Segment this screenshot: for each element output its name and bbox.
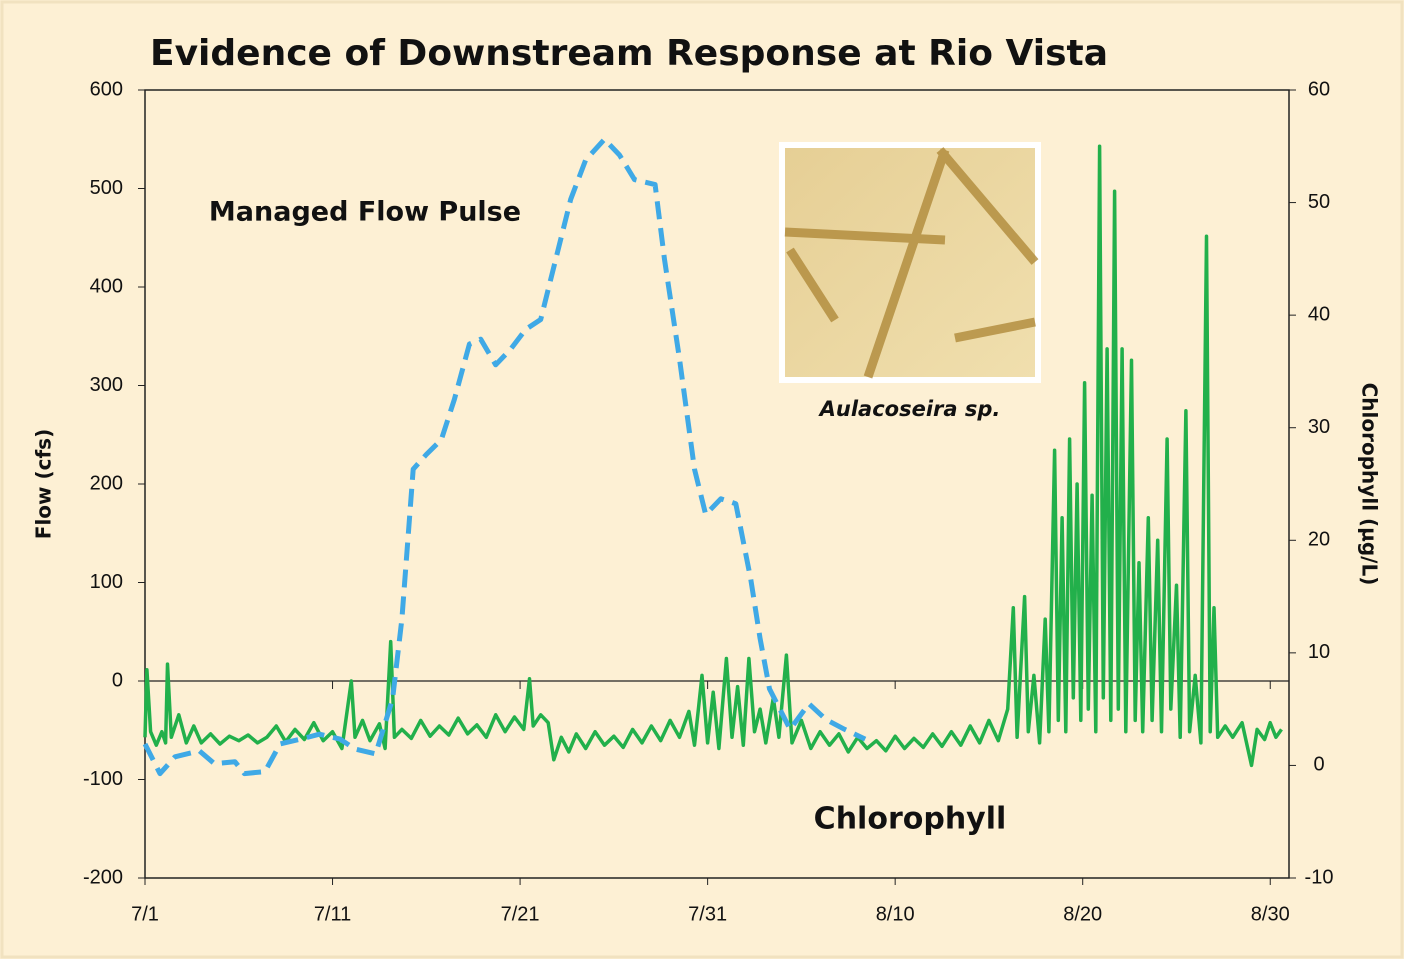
background [2, 2, 1402, 957]
y2-tick-label: 0 [1313, 754, 1324, 776]
annotation: Chlorophyll [814, 802, 1007, 837]
y-tick-label: 200 [90, 472, 123, 494]
x-tick-label: 8/20 [1063, 903, 1102, 925]
y-tick-label: 100 [90, 571, 123, 593]
y2-tick-label: 60 [1308, 78, 1330, 100]
y-tick-label: -100 [83, 768, 123, 790]
y-axis-label: Flow (cfs) [32, 429, 56, 539]
y2-axis-label: Chlorophyll (µg/L) [1358, 383, 1382, 586]
y-tick-label: 500 [90, 177, 123, 199]
y-tick-label: 400 [90, 275, 123, 297]
chart: Evidence of Downstream Response at Rio V… [0, 0, 1404, 959]
y-tick-label: 0 [112, 669, 123, 691]
y-tick-label: -200 [83, 866, 123, 888]
y2-tick-label: 20 [1308, 529, 1330, 551]
y2-tick-label: 40 [1308, 303, 1330, 325]
x-tick-label: 8/30 [1251, 903, 1290, 925]
y2-tick-label: -10 [1305, 866, 1334, 888]
x-tick-label: 7/1 [131, 903, 159, 925]
y2-tick-label: 50 [1308, 191, 1330, 213]
chart-title: Evidence of Downstream Response at Rio V… [150, 33, 1108, 74]
y2-tick-label: 10 [1308, 641, 1330, 663]
annotation: Managed Flow Pulse [209, 197, 521, 228]
inset-caption: Aulacoseira sp. [818, 397, 1001, 421]
y-tick-label: 300 [90, 374, 123, 396]
x-tick-label: 7/31 [688, 903, 727, 925]
x-tick-label: 7/21 [501, 903, 540, 925]
inset-photo [779, 142, 1041, 383]
x-tick-label: 8/10 [876, 903, 915, 925]
y2-tick-label: 30 [1308, 416, 1330, 438]
x-tick-label: 7/11 [314, 903, 351, 925]
y-tick-label: 600 [90, 78, 123, 100]
